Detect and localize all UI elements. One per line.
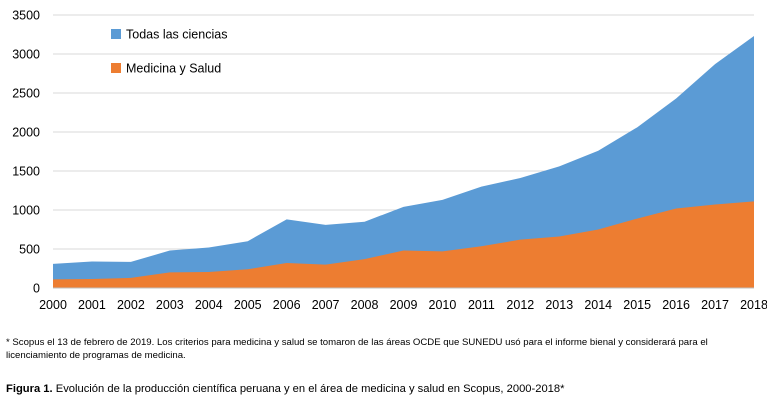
- series-area-1: [53, 36, 754, 289]
- legend: Todas las ciencias Medicina y Salud: [111, 28, 227, 76]
- grid-lines: [53, 14, 754, 250]
- y-tick-label: 3500: [12, 9, 40, 23]
- figure-caption-text: Evolución de la producción científica pe…: [52, 383, 565, 395]
- legend-swatch: [111, 29, 121, 39]
- x-tick-label: 2012: [506, 298, 534, 312]
- x-tick-label: 2013: [545, 298, 573, 312]
- y-tick-label: 2000: [12, 126, 40, 140]
- figure-caption: Figura 1. Evolución de la producción cie…: [6, 383, 564, 395]
- axes: 0 500 1000 1500 2000 2500 3000 3500 2000 2001 2002…: [12, 9, 767, 313]
- x-tick-label: 2015: [623, 298, 651, 312]
- figure-caption-label: Figura 1.: [6, 383, 53, 395]
- x-tick-label: 2002: [117, 298, 145, 312]
- legend-label: Medicina y Salud: [126, 62, 221, 76]
- y-tick-label: 500: [19, 243, 40, 257]
- y-tick-label: 2500: [12, 87, 40, 101]
- x-tick-label: 2009: [390, 298, 418, 312]
- legend-swatch: [111, 63, 121, 73]
- x-tick-label: 2003: [156, 298, 184, 312]
- x-tick-label: 2000: [39, 298, 67, 312]
- y-tick-label: 0: [33, 282, 40, 296]
- x-tick-label: 2004: [195, 298, 223, 312]
- series-area-2: [53, 201, 754, 288]
- footnote: * Scopus el 13 de febrero de 2019. Los c…: [6, 337, 708, 361]
- legend-label: Todas las ciencias: [126, 28, 227, 42]
- x-tick-label: 2018: [740, 298, 767, 312]
- area-chart: 0 500 1000 1500 2000 2500 3000 3500 2000 2001 2002…: [12, 9, 767, 313]
- x-tick-label: 2011: [468, 298, 495, 312]
- y-tick-label: 3000: [12, 48, 40, 62]
- x-tick-label: 2005: [234, 298, 262, 312]
- x-tick-label: 2010: [429, 298, 457, 312]
- x-tick-label: 2008: [351, 298, 379, 312]
- series-areas: [53, 36, 754, 289]
- x-tick-label: 2016: [662, 298, 690, 312]
- x-tick-label: 2014: [584, 298, 612, 312]
- x-tick-label: 2001: [78, 298, 106, 312]
- x-tick-label: 2006: [273, 298, 301, 312]
- y-tick-label: 1500: [12, 165, 40, 179]
- x-tick-label: 2017: [701, 298, 729, 312]
- x-tick-label: 2007: [312, 298, 340, 312]
- y-tick-label: 1000: [12, 204, 40, 218]
